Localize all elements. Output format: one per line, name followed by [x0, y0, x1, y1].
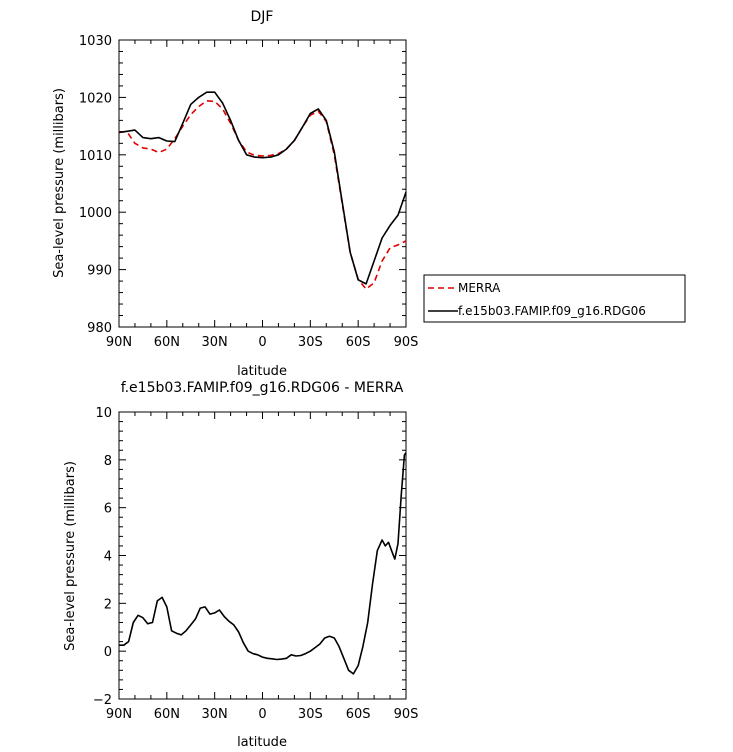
bottom-x-tick-label: 60N [154, 707, 180, 722]
legend-box [423, 274, 686, 323]
top-series-merra-line [119, 100, 407, 290]
bottom-chart: f.e15b03.FAMIP.f09_g16.RDG06 - MERRA lat… [63, 380, 418, 750]
top-y-tick-label: 1010 [79, 149, 112, 164]
top-x-tick-label: 30S [298, 335, 323, 350]
legend-label-merra: MERRA [458, 281, 501, 295]
bottom-y-tick-label: 10 [95, 406, 112, 421]
top-x-tick-label: 60N [154, 335, 180, 350]
top-x-tick-label: 90N [106, 335, 132, 350]
top-x-axis-label: latitude [237, 364, 287, 379]
legend-label-model: f.e15b03.FAMIP.f09_g16.RDG06 [458, 304, 646, 318]
top-y-tick-label: 1020 [79, 91, 112, 106]
bottom-ticks: 90N 60N 30N 0 30S 60S 90S −2 0 2 4 6 8 10 [93, 406, 419, 722]
legend: MERRA f.e15b03.FAMIP.f09_g16.RDG06 [423, 274, 686, 323]
top-chart-title: DJF [251, 9, 274, 25]
bottom-y-tick-label: 0 [104, 645, 112, 660]
top-chart: DJF latitude Sea-level pressure (milliba… [52, 9, 686, 379]
top-y-axis-label: Sea-level pressure (millibars) [52, 88, 67, 278]
top-plot-frame [118, 39, 407, 328]
bottom-x-tick-label: 60S [346, 707, 371, 722]
top-series-model-line [118, 91, 407, 285]
bottom-series-lines [119, 452, 407, 675]
bottom-x-tick-label: 90S [394, 707, 419, 722]
top-ticks: 90N 60N 30N 0 30S 60S 90S 980 990 1000 1010 1020 103… [79, 34, 418, 350]
bottom-x-tick-label: 90N [106, 707, 132, 722]
bottom-y-tick-label: 6 [104, 502, 112, 517]
bottom-y-tick-label: 8 [104, 454, 112, 469]
top-x-tick-label: 60S [346, 335, 371, 350]
bottom-y-axis-label: Sea-level pressure (millibars) [63, 461, 78, 651]
top-x-tick-label: 90S [394, 335, 419, 350]
bottom-x-tick-label: 0 [258, 707, 266, 722]
top-x-tick-label: 30N [202, 335, 228, 350]
bottom-plot-frame [118, 411, 407, 700]
bottom-x-tick-label: 30S [298, 707, 323, 722]
bottom-x-axis-label: latitude [237, 735, 287, 750]
bottom-series-line [119, 452, 407, 675]
top-series-lines [118, 91, 407, 290]
bottom-y-tick-label: −2 [93, 693, 112, 708]
top-y-tick-label: 990 [87, 264, 112, 279]
bottom-x-tick-label: 30N [202, 707, 228, 722]
top-x-tick-label: 0 [258, 335, 266, 350]
top-y-tick-label: 1000 [79, 206, 112, 221]
bottom-y-tick-label: 2 [104, 597, 112, 612]
bottom-y-tick-label: 4 [104, 550, 112, 565]
top-y-tick-label: 1030 [79, 34, 112, 49]
top-y-tick-label: 980 [87, 321, 112, 336]
bottom-chart-title: f.e15b03.FAMIP.f09_g16.RDG06 - MERRA [121, 380, 404, 396]
